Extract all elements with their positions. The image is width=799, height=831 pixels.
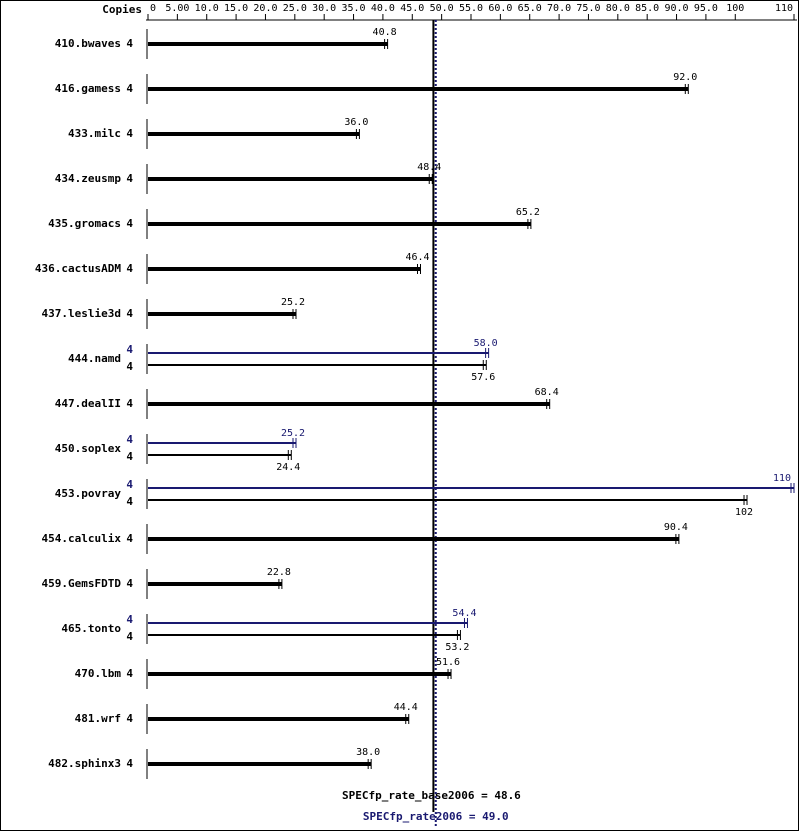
benchmark-label: 435.gromacs: [48, 217, 121, 230]
copies-label: 4: [126, 262, 133, 275]
x-tick-label: 0: [150, 3, 156, 14]
value-label: 110: [773, 473, 791, 484]
value-label: 46.4: [405, 252, 429, 263]
x-tick-label: 40.0: [371, 3, 395, 14]
x-tick-label: 95.0: [694, 3, 718, 14]
value-label: 57.6: [471, 372, 495, 383]
benchmark-label: 434.zeusmp: [55, 172, 122, 185]
x-tick-label: 20.0: [253, 3, 277, 14]
benchmark-label: 454.calculix: [42, 532, 122, 545]
value-label: 25.2: [281, 297, 305, 308]
copies-label: 4: [126, 450, 133, 463]
x-tick-label: 35.0: [341, 3, 365, 14]
benchmark-label: 437.leslie3d: [42, 307, 121, 320]
copies-label: 4: [126, 712, 133, 725]
copies-label: 4: [126, 37, 133, 50]
value-label: 68.4: [535, 387, 559, 398]
x-tick-label: 85.0: [635, 3, 659, 14]
value-label: 58.0: [474, 338, 498, 349]
copies-label: 4: [126, 217, 133, 230]
copies-label: 4: [126, 307, 133, 320]
benchmark-label: 436.cactusADM: [35, 262, 121, 275]
copies-label: 4: [126, 127, 133, 140]
copies-label: 4: [126, 613, 133, 626]
benchmark-label: 410.bwaves: [55, 37, 121, 50]
benchmark-label: 453.povray: [55, 487, 122, 500]
x-tick-label: 100: [726, 3, 744, 14]
benchmark-label: 416.gamess: [55, 82, 121, 95]
x-tick-label: 55.0: [459, 3, 483, 14]
value-label: 90.4: [664, 522, 688, 533]
x-tick-label: 90.0: [664, 3, 688, 14]
x-tick-label: 10.0: [195, 3, 219, 14]
benchmark-label: 465.tonto: [61, 622, 121, 635]
value-label: 22.8: [267, 567, 291, 578]
benchmark-label: 433.milc: [68, 127, 121, 140]
benchmark-label: 450.soplex: [55, 442, 122, 455]
x-tick-label: 110: [775, 3, 793, 14]
x-tick-label: 60.0: [488, 3, 512, 14]
copies-label: 4: [126, 630, 133, 643]
copies-label: 4: [126, 667, 133, 680]
value-label: 40.8: [373, 27, 397, 38]
reference-label: SPECfp_rate2006 = 49.0: [363, 810, 509, 823]
copies-label: 4: [126, 360, 133, 373]
copies-label: 4: [126, 577, 133, 590]
x-tick-label: 75.0: [576, 3, 600, 14]
x-tick-label: 5.00: [165, 3, 189, 14]
reference-label: SPECfp_rate_base2006 = 48.6: [342, 789, 521, 802]
x-tick-label: 70.0: [547, 3, 571, 14]
copies-label: 4: [126, 172, 133, 185]
value-label: 36.0: [344, 117, 368, 128]
benchmark-label: 482.sphinx3: [48, 757, 121, 770]
copies-label: 4: [126, 433, 133, 446]
copies-label: 4: [126, 495, 133, 508]
x-tick-label: 80.0: [606, 3, 630, 14]
benchmark-label: 447.dealII: [55, 397, 121, 410]
copies-label: 4: [126, 397, 133, 410]
value-label: 44.4: [394, 702, 418, 713]
x-tick-label: 50.0: [430, 3, 454, 14]
value-label: 48.4: [417, 162, 441, 173]
copies-label: 4: [126, 757, 133, 770]
value-label: 92.0: [673, 72, 697, 83]
benchmark-label: 470.lbm: [75, 667, 122, 680]
benchmark-label: 459.GemsFDTD: [42, 577, 122, 590]
value-label: 65.2: [516, 207, 540, 218]
copies-label: 4: [126, 343, 133, 356]
value-label: 25.2: [281, 428, 305, 439]
x-tick-label: 30.0: [312, 3, 336, 14]
copies-label: 4: [126, 478, 133, 491]
benchmark-label: 481.wrf: [75, 712, 121, 725]
copies-label: 4: [126, 532, 133, 545]
benchmark-label: 444.namd: [68, 352, 121, 365]
value-label: 38.0: [356, 747, 380, 758]
value-label: 24.4: [276, 462, 300, 473]
x-tick-label: 15.0: [224, 3, 248, 14]
copies-label: 4: [126, 82, 133, 95]
value-label: 53.2: [445, 642, 469, 653]
value-label: 102: [735, 507, 753, 518]
x-tick-label: 25.0: [283, 3, 307, 14]
copies-header: Copies: [102, 3, 142, 16]
x-tick-label: 65.0: [518, 3, 542, 14]
value-label: 51.6: [436, 657, 460, 668]
value-label: 54.4: [452, 608, 476, 619]
x-tick-label: 45.0: [400, 3, 424, 14]
